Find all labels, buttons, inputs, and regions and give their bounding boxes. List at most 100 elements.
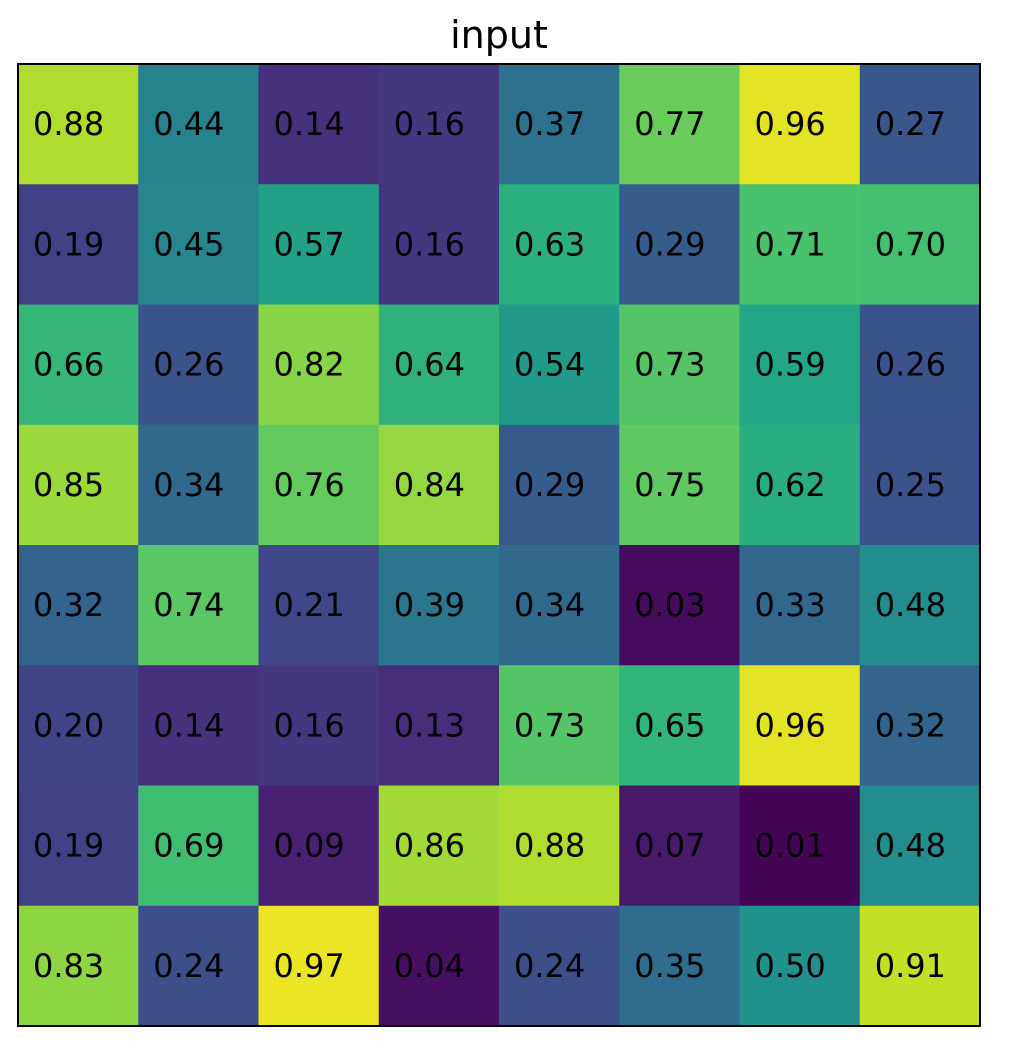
plot-frame (17, 63, 981, 1027)
heatmap-cell-r3-c6 (739, 424, 861, 546)
heatmap-cell-r6-c5 (619, 785, 740, 907)
cell-value-label-r3-c4: 0.29 (514, 466, 585, 504)
heatmap-cell-r2-c6 (739, 304, 861, 426)
cell-value-label-r7-c2: 0.97 (274, 947, 345, 985)
cell-value-label-r6-c6: 0.01 (755, 827, 826, 865)
cell-value-label-r3-c2: 0.76 (274, 466, 345, 504)
cell-value-label-r0-c7: 0.27 (875, 105, 946, 143)
heatmap-cell-r6-c1 (138, 785, 259, 907)
cell-value-label-r1-c3: 0.16 (394, 225, 465, 263)
heatmap-cell-r3-c5 (619, 424, 740, 546)
cell-value-label-r7-c0: 0.83 (33, 947, 104, 985)
heatmap-cell-r7-c7 (859, 905, 981, 1027)
cell-value-label-r1-c6: 0.71 (755, 225, 826, 263)
heatmap-cell-r0-c2 (258, 64, 380, 185)
heatmap-cell-r3-c4 (499, 424, 620, 546)
cell-value-label-r6-c2: 0.09 (274, 827, 345, 865)
heatmap-cell-r7-c6 (739, 905, 861, 1027)
heatmap-cell-r4-c4 (499, 545, 620, 666)
cell-value-label-r6-c1: 0.69 (153, 827, 224, 865)
cell-value-label-r5-c4: 0.73 (514, 706, 585, 744)
cell-value-label-r4-c0: 0.32 (33, 586, 104, 624)
chart-title: input (450, 13, 548, 57)
heatmap-cell-r5-c5 (619, 665, 740, 786)
heatmap-cell-r5-c4 (499, 665, 620, 786)
cell-value-label-r4-c2: 0.21 (274, 586, 345, 624)
heatmap-cell-r6-c0 (18, 785, 139, 907)
cell-value-label-r0-c2: 0.14 (274, 105, 345, 143)
heatmap-cell-r6-c4 (499, 785, 620, 907)
heatmap-cell-r4-c5 (619, 545, 740, 666)
heatmap-cell-r3-c3 (378, 424, 500, 546)
cell-value-label-r6-c5: 0.07 (634, 827, 705, 865)
cell-value-label-r4-c1: 0.74 (153, 586, 224, 624)
heatmap-cell-r0-c3 (378, 64, 500, 185)
cell-value-label-r7-c7: 0.91 (875, 947, 946, 985)
heatmap-cell-r2-c5 (619, 304, 740, 426)
cell-value-label-r7-c4: 0.24 (514, 947, 585, 985)
cell-value-label-r3-c1: 0.34 (153, 466, 224, 504)
heatmap-cell-r2-c2 (258, 304, 380, 426)
heatmap-cell-r3-c0 (18, 424, 139, 546)
cell-value-label-r2-c5: 0.73 (634, 346, 705, 384)
cell-value-label-r2-c1: 0.26 (153, 346, 224, 384)
heatmap-cell-r7-c3 (378, 905, 500, 1027)
cell-value-label-r2-c0: 0.66 (33, 346, 104, 384)
heatmap-cell-r5-c6 (739, 665, 861, 786)
heatmap-cell-r7-c4 (499, 905, 620, 1027)
cell-value-label-r7-c6: 0.50 (755, 947, 826, 985)
heatmap-cell-r5-c0 (18, 665, 139, 786)
heatmap-cell-r7-c2 (258, 905, 380, 1027)
cell-value-label-r3-c5: 0.75 (634, 466, 705, 504)
cell-value-label-r2-c2: 0.82 (274, 346, 345, 384)
heatmap-cell-r5-c7 (859, 665, 981, 786)
heatmap-cell-r6-c6 (739, 785, 861, 907)
heatmap-cell-r6-c7 (859, 785, 981, 907)
cell-value-label-r5-c2: 0.16 (274, 706, 345, 744)
cell-value-label-r6-c4: 0.88 (514, 827, 585, 865)
cell-value-label-r6-c0: 0.19 (33, 827, 104, 865)
heatmap-cell-r2-c7 (859, 304, 981, 426)
cell-value-label-r2-c6: 0.59 (755, 346, 826, 384)
cell-value-label-r6-c7: 0.48 (875, 827, 946, 865)
heatmap-cell-r0-c4 (499, 64, 620, 185)
heatmap-cell-r5-c3 (378, 665, 500, 786)
cell-value-label-r4-c6: 0.33 (755, 586, 826, 624)
heatmap-cell-r2-c1 (138, 304, 259, 426)
heatmap-cell-r1-c1 (138, 184, 259, 305)
cell-value-label-r1-c7: 0.70 (875, 225, 946, 263)
heatmap-cell-r1-c0 (18, 184, 139, 305)
heatmap-cell-r5-c2 (258, 665, 380, 786)
heatmap-cell-r4-c7 (859, 545, 981, 666)
heatmap-cell-r0-c0 (18, 64, 139, 185)
heatmap-cell-r0-c6 (739, 64, 861, 185)
cell-value-label-r4-c4: 0.34 (514, 586, 585, 624)
cell-value-label-r2-c4: 0.54 (514, 346, 585, 384)
heatmap-cell-r3-c7 (859, 424, 981, 546)
cell-value-label-r1-c1: 0.45 (153, 225, 224, 263)
heatmap-cell-r1-c4 (499, 184, 620, 305)
heatmap-cell-r7-c1 (138, 905, 259, 1027)
heatmap-cell-r5-c1 (138, 665, 259, 786)
heatmap-cell-r6-c3 (378, 785, 500, 907)
cell-value-label-r5-c7: 0.32 (875, 706, 946, 744)
cell-value-label-r7-c5: 0.35 (634, 947, 705, 985)
heatmap-cells (18, 64, 981, 1027)
cell-value-label-r7-c1: 0.24 (153, 947, 224, 985)
heatmap-cell-r0-c1 (138, 64, 259, 185)
cell-value-label-r5-c6: 0.96 (755, 706, 826, 744)
cell-value-label-r7-c3: 0.04 (394, 947, 465, 985)
heatmap-cell-r2-c3 (378, 304, 500, 426)
cell-value-label-r3-c6: 0.62 (755, 466, 826, 504)
cell-value-label-r3-c7: 0.25 (875, 466, 946, 504)
cell-value-label-r5-c5: 0.65 (634, 706, 705, 744)
cell-value-label-r3-c0: 0.85 (33, 466, 104, 504)
heatmap-cell-r1-c6 (739, 184, 861, 305)
heatmap-cell-r6-c2 (258, 785, 380, 907)
heatmap-labels: 0.88 0.44 0.14 0.16 0.37 0.77 0.96 0.27 0.19 0.45… (33, 105, 946, 985)
heatmap-cell-r0-c5 (619, 64, 740, 185)
heatmap-cell-r4-c3 (378, 545, 500, 666)
cell-value-label-r5-c0: 0.20 (33, 706, 104, 744)
cell-value-label-r5-c3: 0.13 (394, 706, 465, 744)
